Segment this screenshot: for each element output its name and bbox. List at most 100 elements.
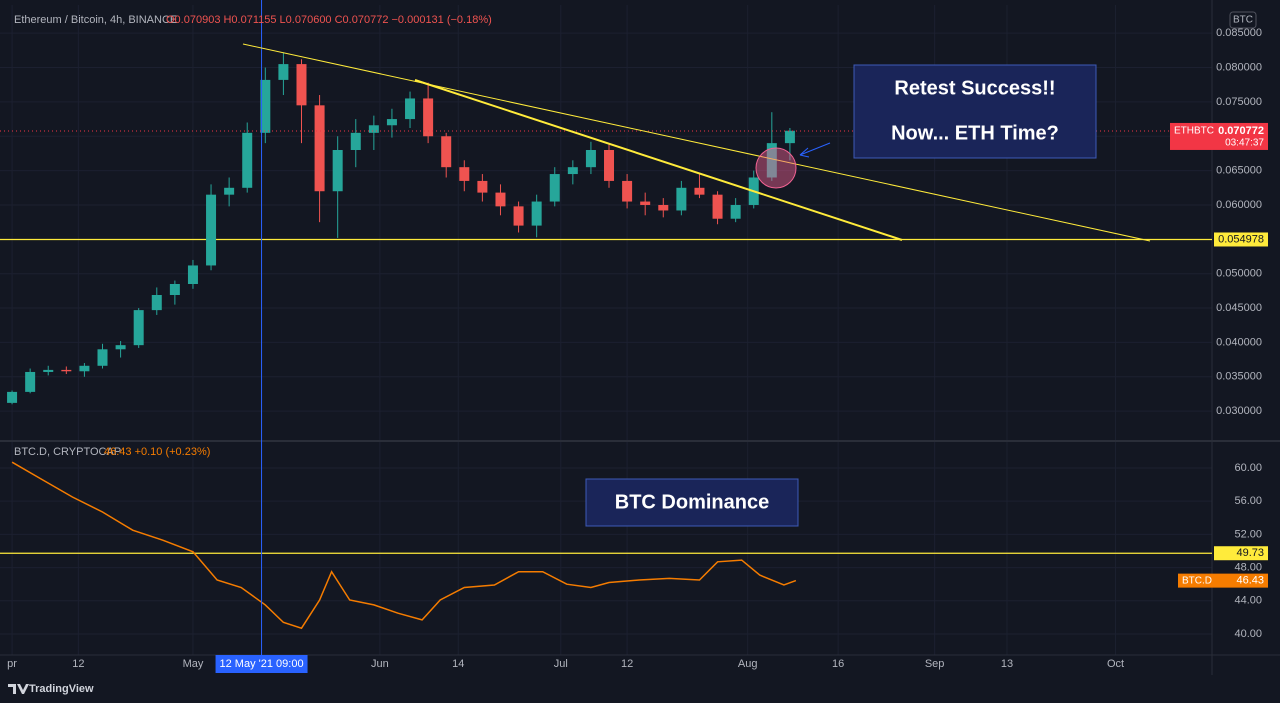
x-tick-label: Aug: [738, 658, 758, 670]
candle-body: [658, 204, 669, 211]
x-tick-label: Jul: [554, 658, 568, 670]
countdown: 03:47:37: [1225, 138, 1264, 149]
candle-body: [459, 167, 470, 181]
y-tick-label: 0.065000: [1216, 165, 1262, 177]
candle-body: [549, 174, 560, 202]
last-value-name: BTC.D: [1182, 575, 1212, 586]
candle-body: [296, 64, 307, 106]
y-tick-label: 0.035000: [1216, 371, 1262, 383]
candle-body: [25, 371, 36, 392]
candle-body: [350, 132, 361, 150]
candle-body: [712, 194, 723, 219]
candle-body: [61, 369, 72, 372]
annotation-text: Now... ETH Time?: [891, 122, 1059, 144]
x-tick-label: pr: [7, 658, 17, 670]
y-tick-label: 0.045000: [1216, 302, 1262, 314]
candle-body: [368, 125, 379, 133]
last-price-value: 0.070772: [1218, 125, 1264, 137]
last-price-box: [1170, 122, 1268, 150]
annotation-text: BTC Dominance: [615, 491, 769, 513]
candle-body: [441, 136, 452, 168]
candle-body: [604, 150, 615, 181]
candle-body: [224, 187, 235, 195]
x-tick-label: Oct: [1107, 658, 1124, 670]
grid: [0, 5, 1212, 655]
y-tick-label: 0.080000: [1216, 61, 1262, 73]
candle-body: [242, 132, 253, 188]
y-tick-label: 40.00: [1234, 628, 1262, 640]
price-label: 0.054978: [1218, 233, 1264, 245]
candle-body: [423, 98, 434, 137]
candle-body: [332, 150, 343, 192]
candle-body: [640, 201, 651, 205]
candle-body: [386, 119, 397, 126]
brand-name: TradingView: [29, 683, 94, 695]
y-tick-label: 56.00: [1234, 495, 1262, 507]
x-tick-label: Sep: [925, 658, 945, 670]
candle-body: [585, 150, 596, 168]
annotation-text: Retest Success!!: [894, 77, 1055, 99]
y-tick-label: 48.00: [1234, 561, 1262, 573]
symbol-title: Ethereum / Bitcoin, 4h, BINANCE: [14, 14, 177, 26]
y-tick-label: 44.00: [1234, 595, 1262, 607]
x-tick-label: 14: [452, 658, 464, 670]
y-tick-label: 60.00: [1234, 462, 1262, 474]
x-tick-label: 12: [621, 658, 633, 670]
candle-body: [7, 391, 18, 403]
footer: [0, 675, 1280, 703]
candle-body: [784, 130, 795, 144]
annotation-box: [585, 478, 799, 527]
candle-body: [169, 284, 180, 295]
candle-body: [206, 194, 217, 266]
candle-body: [79, 365, 90, 372]
last-value: 46.43: [1236, 575, 1264, 587]
x-tick-label: Jun: [371, 658, 389, 670]
ohlc-legend: O0.070903 H0.071155 L0.070600 C0.070772 …: [166, 14, 492, 26]
candle-body: [314, 105, 325, 192]
candle-body: [405, 98, 416, 120]
candle-body: [187, 265, 198, 285]
candle-body: [495, 192, 506, 207]
y-tick-label: 0.060000: [1216, 199, 1262, 211]
trend-line: [242, 43, 1151, 242]
x-tick-label: 16: [832, 658, 844, 670]
y-tick-label: 0.030000: [1216, 405, 1262, 417]
indicator-legend: 46.43 +0.10 (+0.23%): [104, 446, 210, 458]
indicator-title: BTC.D, CRYPTOCAP: [14, 446, 121, 458]
candle-body: [622, 180, 633, 202]
annotation-box: [853, 64, 1097, 159]
brand-logo: [8, 684, 29, 694]
dominance-line: [11, 461, 797, 630]
x-tick-label: May: [183, 658, 204, 670]
currency-button[interactable]: [1229, 11, 1257, 29]
price-label-box: [1214, 546, 1268, 561]
last-value-box: [1178, 573, 1268, 588]
x-tick-label: 12: [72, 658, 84, 670]
candle-body: [531, 201, 542, 226]
arrow-head: [799, 147, 810, 158]
trend-line: [414, 79, 903, 241]
candle-body: [676, 187, 687, 211]
candle-body: [97, 349, 108, 366]
last-price-name: ETHBTC: [1174, 126, 1214, 137]
candle-body: [115, 345, 126, 350]
candle-body: [260, 79, 271, 133]
price-label-box: [1214, 232, 1268, 247]
candle-body: [513, 206, 524, 226]
y-tick-label: 0.085000: [1216, 27, 1262, 39]
candle-body: [730, 204, 741, 219]
candle-body: [766, 143, 777, 178]
x-tick-label: 13: [1001, 658, 1013, 670]
y-tick-label: 0.040000: [1216, 336, 1262, 348]
candle-body: [567, 167, 578, 175]
currency-label[interactable]: BTC: [1233, 15, 1253, 26]
candle-body: [278, 64, 289, 80]
crosshair-label: 12 May '21 09:00: [220, 658, 304, 670]
candle-body: [477, 180, 488, 193]
candle-body: [133, 310, 144, 346]
candle-body: [43, 369, 54, 372]
y-tick-label: 0.050000: [1216, 268, 1262, 280]
candle-body: [694, 187, 705, 195]
y-tick-label: 52.00: [1234, 528, 1262, 540]
